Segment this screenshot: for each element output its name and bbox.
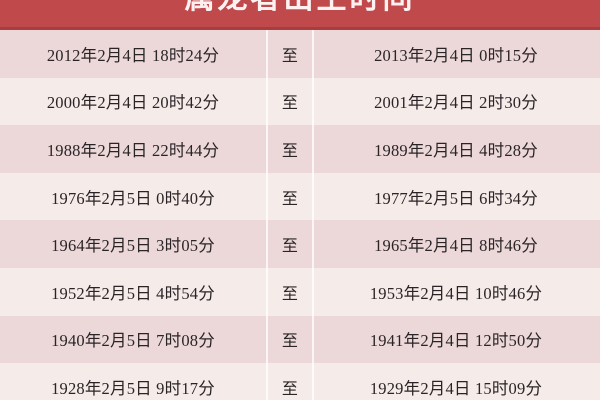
- range-separator-label: 至: [268, 363, 314, 400]
- table-row: 1976年2月5日 0时40分至 1977年2月5日 6时34分: [0, 172, 600, 221]
- table-row: 1940年2月5日 7时08分至 1941年2月4日 12时50分: [0, 315, 600, 364]
- birth-range-end: 1953年2月4日 10时46分: [369, 283, 543, 303]
- table-row: 1988年2月4日 22时44分至 1989年2月4日 4时28分: [0, 125, 600, 173]
- range-separator-label: 至: [268, 220, 314, 268]
- birth-range-end: 2001年2月4日 2时30分: [374, 93, 538, 113]
- range-separator-label: 至: [268, 172, 314, 221]
- birth-range-end: 1965年2月4日 8时46分: [374, 236, 538, 256]
- range-separator-label: 至: [268, 77, 314, 126]
- birth-range-end: 1977年2月5日 6时34分: [374, 188, 538, 208]
- birth-range-start: 1964年2月5日 3时05分: [0, 220, 268, 268]
- table-row: 2000年2月4日 20时42分至 2001年2月4日 2时30分: [0, 77, 600, 126]
- range-separator-label: 至: [268, 315, 314, 364]
- table-row: 1928年2月5日 9时17分至 1929年2月4日 15时09分: [0, 363, 600, 400]
- table-row: 1964年2月5日 3时05分至 1965年2月4日 8时46分: [0, 220, 600, 268]
- table-row: 1952年2月5日 4时54分至 1953年2月4日 10时46分: [0, 267, 600, 316]
- range-separator-label: 至: [268, 30, 314, 78]
- range-separator-label: 至: [268, 125, 314, 173]
- page-title: 属龙者出生时间: [0, 0, 600, 20]
- birth-range-start: 1952年2月5日 4时54分: [0, 267, 268, 316]
- birth-range-end: 1941年2月4日 12时50分: [369, 331, 543, 351]
- birth-range-start: 2012年2月4日 18时24分: [0, 30, 268, 78]
- table-row: 2012年2月4日 18时24分至 2013年2月4日 0时15分: [0, 30, 600, 78]
- birth-range-start: 1988年2月4日 22时44分: [0, 125, 268, 173]
- birth-range-start: 2000年2月4日 20时42分: [0, 77, 268, 126]
- birth-range-end: 1929年2月4日 15时09分: [369, 378, 543, 398]
- birth-range-end: 2013年2月4日 0时15分: [374, 45, 538, 65]
- range-separator-label: 至: [268, 267, 314, 316]
- page-header-banner: 属龙者出生时间: [0, 0, 600, 30]
- birth-time-table: 2012年2月4日 18时24分至 2013年2月4日 0时15分 2000年2月4…: [0, 30, 600, 400]
- birth-range-start: 1940年2月5日 7时08分: [0, 315, 268, 364]
- birth-range-start: 1928年2月5日 9时17分: [0, 363, 268, 400]
- birth-range-end: 1989年2月4日 4时28分: [374, 140, 538, 160]
- birth-range-start: 1976年2月5日 0时40分: [0, 172, 268, 221]
